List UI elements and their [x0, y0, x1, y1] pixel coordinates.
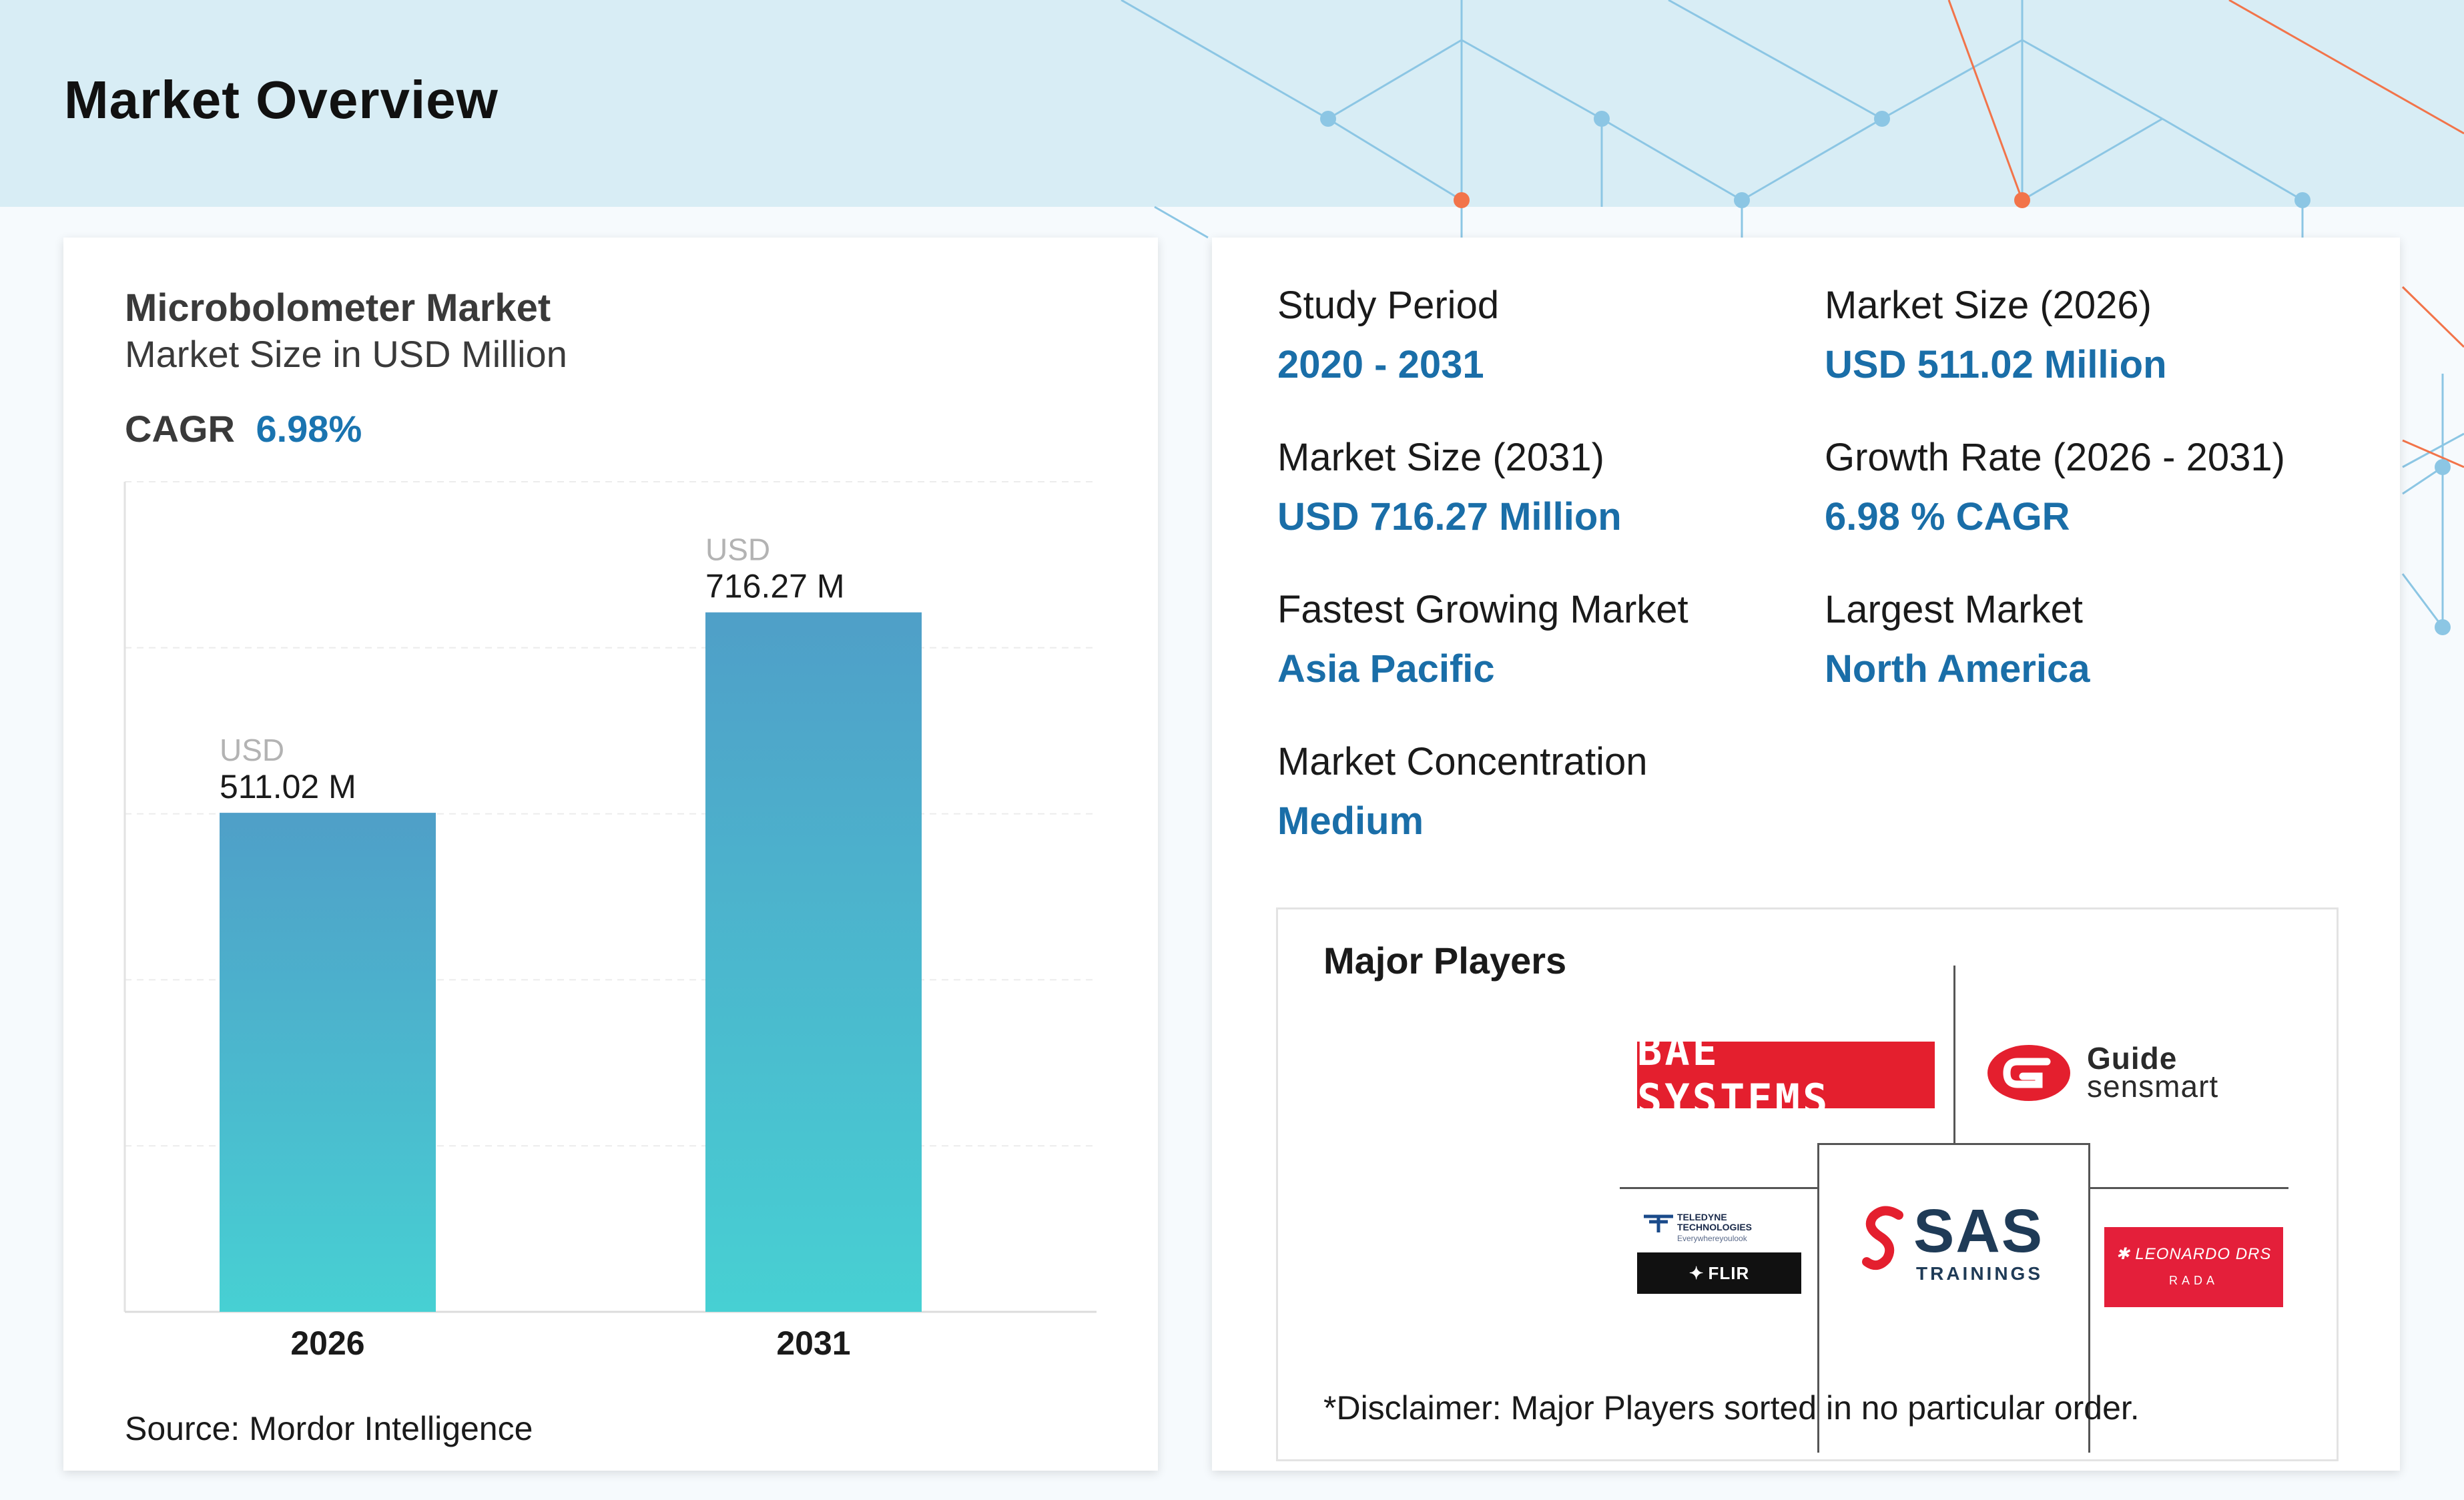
stat-market-size-2026: Market Size (2026) USD 511.02 Million [1825, 283, 2167, 387]
grid-divider [2088, 1143, 2090, 1453]
teledyne-line2: TECHNOLOGIES [1677, 1222, 1753, 1232]
leonardo-name: LEONARDO DRS [2135, 1245, 2272, 1263]
cagr-value: 6.98% [256, 408, 362, 450]
stat-value: 6.98 % CAGR [1825, 495, 2070, 538]
stats-card: Study Period 2020 - 2031 Market Size (20… [1212, 238, 2400, 1471]
grid-divider [1620, 1187, 1817, 1189]
stat-value: USD 716.27 Million [1277, 495, 1622, 538]
teledyne-flir-logo: TELEDYNE TECHNOLOGIES Everywhereyoulook … [1637, 1212, 1817, 1294]
header-band [0, 0, 2464, 207]
stat-market-size-2031: Market Size (2031) USD 716.27 Million [1277, 435, 1622, 539]
leonardo-drs-logo: ✱ LEONARDO DRS RADA [2104, 1227, 2283, 1307]
stat-label: Growth Rate (2026 - 2031) [1825, 436, 2285, 479]
grid-divider [1817, 1143, 1819, 1453]
stat-study-period: Study Period 2020 - 2031 [1277, 283, 1499, 387]
guide-line2: sensmart [2087, 1069, 2219, 1104]
sas-sub: TRAININGS [1916, 1263, 2043, 1284]
stat-value: USD 511.02 Million [1825, 343, 2167, 386]
cagr-row: CAGR 6.98% [125, 407, 362, 450]
guide-text: Guide sensmart [2087, 1041, 2219, 1104]
grid-divider [1817, 1143, 2088, 1145]
data-label-unit: USD [220, 733, 284, 767]
bae-systems-logo: BAE SYSTEMS [1637, 1026, 1935, 1124]
stat-value: Asia Pacific [1277, 647, 1495, 691]
stat-label: Largest Market [1825, 588, 2083, 631]
flir-bar: ✦ FLIR [1637, 1252, 1801, 1294]
sas-s-icon [1862, 1206, 1903, 1270]
flir-mark-icon: ✦ [1688, 1262, 1705, 1283]
stat-label: Market Concentration [1277, 740, 1648, 783]
guide-sensmart-logo: Guide sensmart [1985, 1036, 2252, 1110]
page-title: Market Overview [64, 70, 499, 129]
leonardo-sub: RADA [2168, 1274, 2218, 1287]
bar-2026 [220, 813, 436, 1312]
chart-card: Microbolometer Market Market Size in USD… [63, 238, 1158, 1471]
data-label-value: 511.02 M [220, 768, 356, 805]
guide-mark-icon [1987, 1045, 2070, 1101]
x-tick-label: 2026 [290, 1325, 364, 1362]
bar-2031 [705, 612, 922, 1312]
stat-value: Medium [1277, 799, 1424, 843]
sas-trainings-logo: SAS TRAININGS [1860, 1196, 2047, 1290]
source-note: Source: Mordor Intelligence [125, 1410, 533, 1447]
stat-label: Study Period [1277, 284, 1500, 327]
stat-label: Fastest Growing Market [1277, 588, 1688, 631]
stat-fastest-growing: Fastest Growing Market Asia Pacific [1277, 587, 1688, 691]
stat-largest-market: Largest Market North America [1825, 587, 2090, 691]
disclaimer: *Disclaimer: Major Players sorted in no … [1323, 1389, 2140, 1427]
stat-value: 2020 - 2031 [1277, 343, 1484, 386]
major-players-box: Major Players BAE SYSTEMS Guide sensmart… [1276, 907, 2339, 1461]
flir-text: FLIR [1708, 1262, 1750, 1283]
stat-value: North America [1825, 647, 2090, 691]
cagr-label: CAGR [125, 408, 235, 450]
players-title: Major Players [1323, 940, 1567, 982]
stat-market-concentration: Market Concentration Medium [1277, 739, 1647, 843]
grid-divider [1953, 966, 1955, 1143]
leonardo-main: ✱ LEONARDO DRS [2104, 1244, 2283, 1264]
data-label-unit: USD [705, 532, 770, 567]
data-label-value: 716.27 M [705, 568, 844, 605]
teledyne-name: TELEDYNE TECHNOLOGIES [1677, 1212, 1752, 1232]
grid-divider [2088, 1187, 2288, 1189]
x-tick-label: 2031 [776, 1325, 850, 1362]
leonardo-mark-icon: ✱ [2116, 1245, 2136, 1263]
teledyne-line1: TELEDYNE [1677, 1212, 1727, 1222]
stat-label: Market Size (2031) [1277, 436, 1604, 479]
chart-subtitle: Market Size in USD Million [125, 333, 567, 375]
teledyne-tagline: Everywhereyoulook [1677, 1234, 1747, 1243]
guide-line1: Guide [2087, 1041, 2178, 1076]
stat-label: Market Size (2026) [1825, 284, 2152, 327]
teledyne-mark-icon [1644, 1214, 1673, 1232]
chart-title: Microbolometer Market [125, 286, 551, 330]
stat-growth-rate: Growth Rate (2026 - 2031) 6.98 % CAGR [1825, 435, 2285, 539]
sas-main: SAS [1913, 1197, 2044, 1265]
